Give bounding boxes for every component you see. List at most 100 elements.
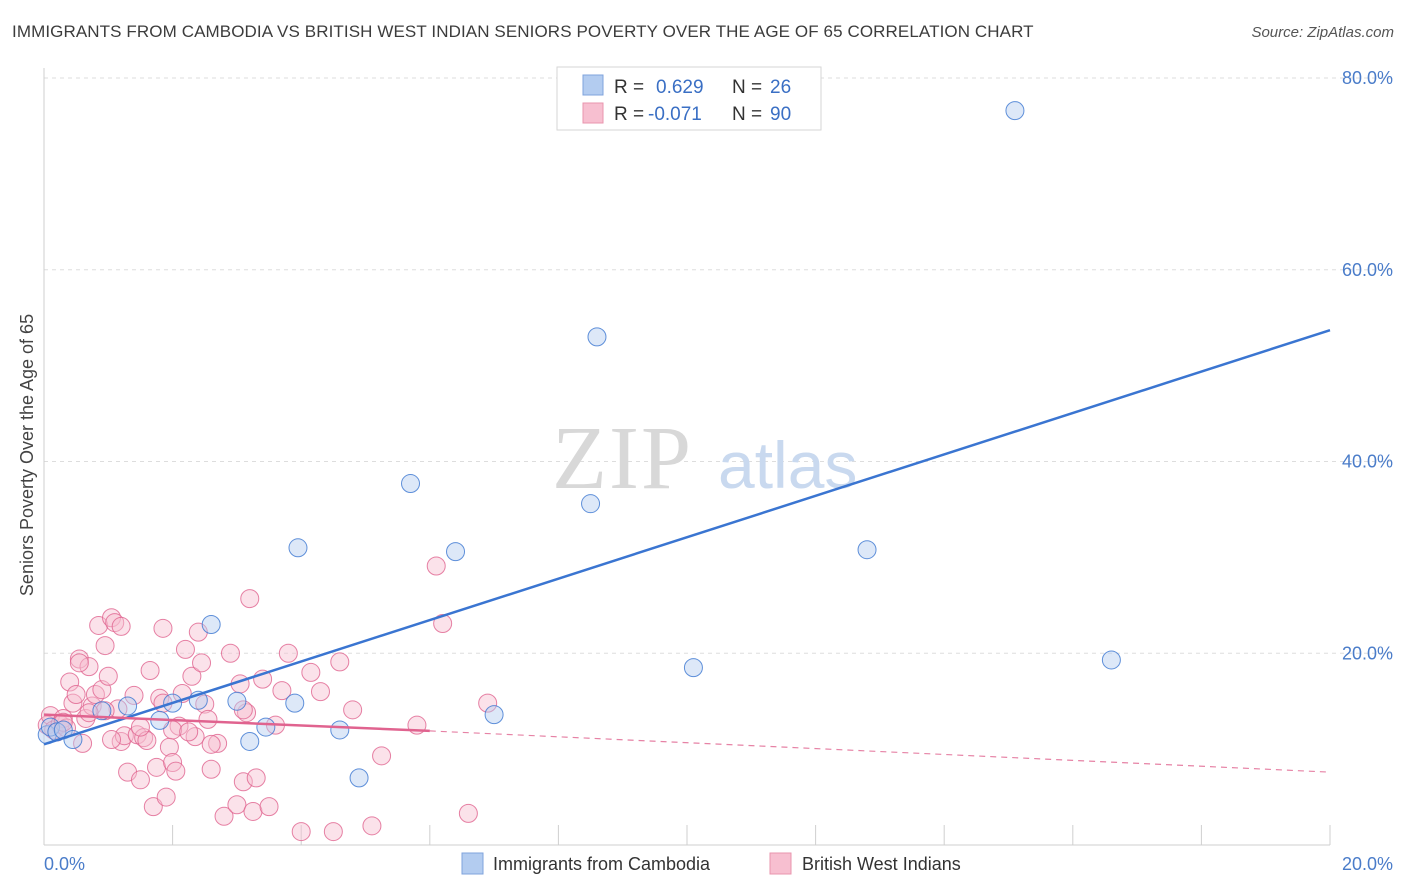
watermark: ZIP atlas bbox=[552, 409, 857, 508]
bwi-point bbox=[433, 614, 453, 634]
bwi-point bbox=[130, 717, 150, 737]
bwi-point bbox=[291, 822, 311, 842]
bwi-point bbox=[147, 757, 167, 777]
stats-n-label-cambodia: N = bbox=[732, 77, 762, 98]
bwi-point bbox=[426, 556, 446, 576]
bwi-point bbox=[102, 730, 122, 750]
bwi-point bbox=[153, 618, 173, 638]
bwi-point bbox=[69, 653, 89, 673]
bwi-point bbox=[201, 759, 221, 779]
bwi-point bbox=[156, 787, 176, 807]
cambodia-point bbox=[227, 691, 247, 711]
bwi-point bbox=[458, 803, 478, 823]
cambodia-point bbox=[581, 494, 601, 514]
x-tick-labels: 0.0% 20.0% bbox=[44, 854, 1393, 874]
bwi-point bbox=[53, 712, 73, 732]
cambodia-point bbox=[256, 717, 276, 737]
bwi-point bbox=[478, 693, 498, 713]
stats-box: R = 0.629 N = 26 R = -0.071 N = 90 bbox=[556, 66, 822, 131]
stats-n-value-cambodia: 26 bbox=[770, 77, 791, 98]
bwi-trend-line bbox=[43, 713, 430, 733]
bwi-point bbox=[330, 652, 350, 672]
cambodia-point bbox=[92, 701, 112, 721]
cambodia-point bbox=[587, 327, 607, 347]
bwi-point bbox=[179, 722, 199, 742]
chart-title: IMMIGRANTS FROM CAMBODIA VS BRITISH WEST… bbox=[12, 22, 1034, 41]
bwi-point bbox=[343, 700, 363, 720]
bwi-point bbox=[182, 666, 202, 686]
bwi-point bbox=[278, 643, 298, 663]
cambodia-point bbox=[201, 614, 221, 634]
bwi-point bbox=[227, 795, 247, 815]
watermark-atlas: atlas bbox=[718, 428, 857, 502]
bwi-point bbox=[98, 666, 118, 686]
bwi-point bbox=[134, 728, 154, 748]
y-tick-label: 80.0% bbox=[1342, 68, 1393, 88]
stats-r-value-cambodia: 0.629 bbox=[656, 77, 704, 98]
y-tick-label: 60.0% bbox=[1342, 260, 1393, 280]
gridlines bbox=[43, 77, 1392, 845]
cambodia-point bbox=[349, 768, 369, 788]
cambodia-point bbox=[288, 538, 308, 558]
bwi-point bbox=[76, 708, 96, 728]
cambodia-point bbox=[857, 540, 877, 560]
trend-lines bbox=[43, 328, 1331, 773]
stats-n-value-bwi: 90 bbox=[770, 104, 791, 125]
bwi-point bbox=[220, 643, 240, 663]
bwi-point bbox=[323, 822, 343, 842]
bwi-point bbox=[111, 616, 131, 636]
legend-label-cambodia: Immigrants from Cambodia bbox=[493, 854, 711, 874]
bwi-point bbox=[372, 746, 392, 766]
cambodia-point bbox=[401, 474, 421, 494]
bwi-point bbox=[140, 661, 160, 681]
bwi-point bbox=[111, 731, 131, 751]
bwi-point bbox=[301, 662, 321, 682]
bwi-point bbox=[130, 770, 150, 790]
legend-label-bwi: British West Indians bbox=[802, 854, 961, 874]
series-immigrants-from-cambodia bbox=[37, 101, 1121, 788]
legend: Immigrants from Cambodia British West In… bbox=[461, 852, 961, 875]
bwi-point bbox=[214, 806, 234, 826]
bwi-point bbox=[159, 737, 179, 757]
stats-r-label-cambodia: R = bbox=[614, 77, 644, 98]
y-tick-label: 20.0% bbox=[1342, 643, 1393, 663]
cambodia-point bbox=[285, 693, 305, 713]
cambodia-point bbox=[446, 542, 466, 562]
bwi-point bbox=[233, 772, 253, 792]
stats-swatch-bwi bbox=[582, 102, 604, 124]
stats-r-value-bwi: -0.071 bbox=[648, 104, 702, 125]
bwi-point bbox=[243, 801, 263, 821]
bwi-point bbox=[175, 639, 195, 659]
cambodia-point bbox=[118, 696, 138, 716]
x-tick-label-max: 20.0% bbox=[1342, 854, 1393, 874]
cambodia-point bbox=[683, 658, 703, 678]
bwi-point bbox=[79, 657, 99, 677]
cambodia-point bbox=[1101, 650, 1121, 670]
cambodia-point bbox=[484, 705, 504, 725]
bwi-point bbox=[124, 685, 144, 705]
stats-r-label-bwi: R = bbox=[614, 104, 644, 125]
cambodia-trend-line bbox=[43, 328, 1331, 746]
bwi-point bbox=[201, 734, 221, 754]
bwi-point bbox=[208, 733, 228, 753]
legend-swatch-cambodia bbox=[461, 852, 484, 875]
cambodia-point bbox=[240, 731, 260, 751]
stats-n-label-bwi: N = bbox=[732, 104, 762, 125]
bwi-point bbox=[272, 681, 292, 701]
y-tick-label: 40.0% bbox=[1342, 452, 1393, 472]
cambodia-point bbox=[63, 730, 83, 750]
bwi-trend-line-extended bbox=[429, 730, 1331, 773]
bwi-point bbox=[66, 684, 86, 704]
legend-swatch-bwi bbox=[769, 852, 792, 875]
y-tick-labels: 20.0% 40.0% 60.0% 80.0% bbox=[1342, 68, 1393, 663]
bwi-point bbox=[198, 709, 218, 729]
y-axis-label: Seniors Poverty Over the Age of 65 bbox=[17, 314, 37, 596]
bwi-point bbox=[73, 733, 93, 753]
bwi-point bbox=[362, 816, 382, 836]
bwi-point bbox=[166, 761, 186, 781]
bwi-point bbox=[95, 636, 115, 656]
x-tick-label-min: 0.0% bbox=[44, 854, 85, 874]
cambodia-point bbox=[1005, 101, 1025, 121]
cambodia-point bbox=[330, 720, 350, 740]
